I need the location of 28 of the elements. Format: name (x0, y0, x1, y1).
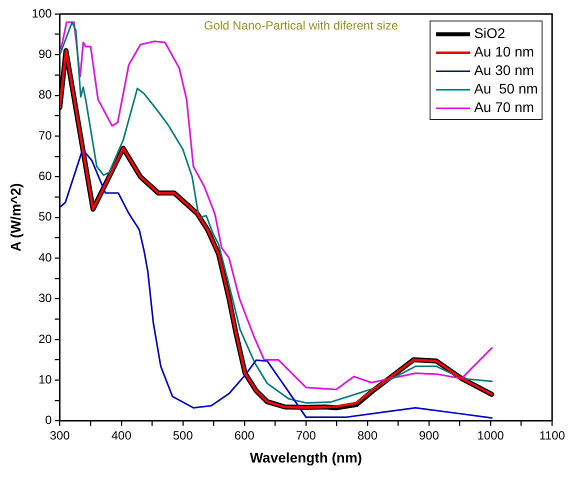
legend-label: Au 30 nm (474, 62, 534, 78)
y-tick-label: 50 (38, 210, 52, 224)
y-tick-label: 10 (38, 372, 52, 386)
y-tick-label: 80 (38, 88, 52, 102)
chart-title: Gold Nano-Partical with diferent size (204, 18, 398, 32)
x-tick-label: 800 (357, 428, 378, 442)
x-tick-label: 700 (296, 428, 316, 442)
x-tick-label: 300 (50, 428, 70, 442)
y-tick-label: 20 (38, 332, 52, 346)
x-tick-label: 500 (172, 428, 194, 442)
legend-label: Au 10 nm (474, 44, 534, 60)
x-tick-label: 600 (234, 428, 255, 442)
y-tick-label: 60 (38, 169, 52, 184)
y-tick-label: 40 (38, 250, 52, 264)
x-tick-label: 900 (419, 428, 440, 442)
x-tick-label: 1100 (539, 428, 566, 442)
y-tick-label: 100 (32, 6, 52, 20)
x-tick-label: 1000 (477, 428, 504, 442)
y-tick-label: 90 (38, 46, 52, 61)
y-tick-label: 70 (38, 128, 52, 142)
y-axis-title: A (W/m^2) (7, 183, 24, 252)
legend-label: SiO2 (474, 25, 506, 42)
x-axis-title: Wavelength (nm) (250, 449, 362, 466)
legend-label: Au 50 nm (474, 80, 538, 97)
y-tick-label: 0 (45, 413, 52, 428)
y-tick-label: 30 (38, 291, 52, 306)
legend-label: Au 70 nm (474, 99, 534, 116)
x-tick-label: 400 (111, 428, 132, 442)
